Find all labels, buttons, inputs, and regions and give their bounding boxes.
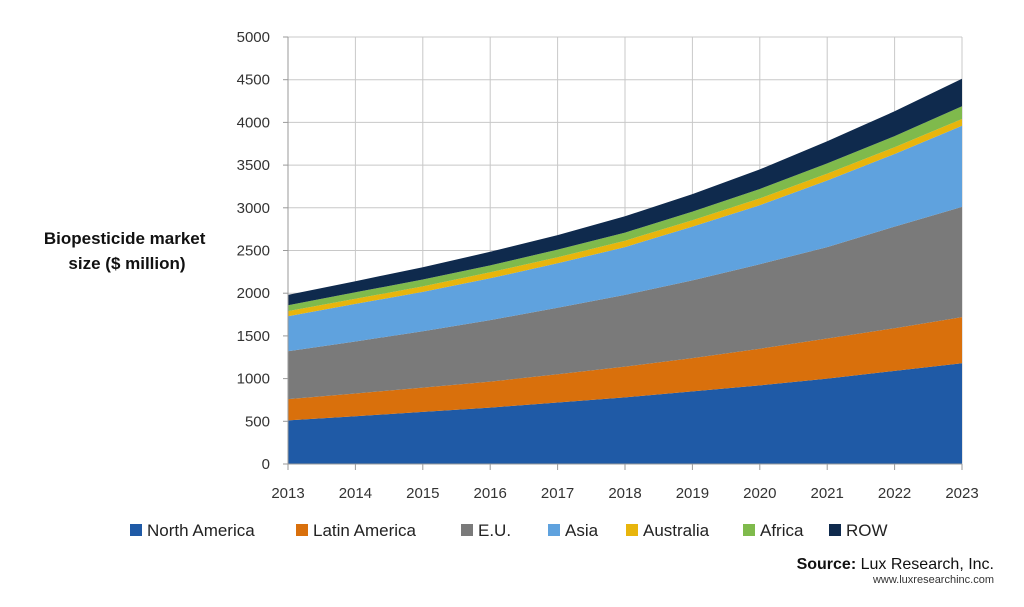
legend-label: Latin America xyxy=(313,521,417,540)
legend-item-row: ROW xyxy=(829,521,888,540)
area-row xyxy=(288,78,962,306)
legend-label: ROW xyxy=(846,521,888,540)
legend-label: North America xyxy=(147,521,255,540)
x-tick-label: 2022 xyxy=(878,485,911,502)
y-tick-label: 3000 xyxy=(237,200,270,217)
legend-label: Australia xyxy=(643,521,710,540)
x-tick-label: 2015 xyxy=(406,485,439,502)
x-tick-label: 2016 xyxy=(474,485,507,502)
source-credit: Source: Lux Research, Inc. www.luxresear… xyxy=(797,556,994,587)
area-e-u xyxy=(288,206,962,400)
legend-label: Africa xyxy=(760,521,804,540)
y-tick-label: 0 xyxy=(262,456,270,473)
x-tick-label: 2014 xyxy=(339,485,372,502)
legend-swatch xyxy=(829,524,841,536)
legend-swatch xyxy=(626,524,638,536)
legend: North America Latin America E.U. Asia Austra… xyxy=(130,521,888,540)
y-tick-label: 1000 xyxy=(237,371,270,388)
x-tick-label: 2021 xyxy=(811,485,844,502)
y-axis-label-line-1: Biopesticide market xyxy=(44,229,206,248)
y-axis-ticks: 0 500 1000 1500 2000 2500 3000 3500 4000 4500 5000 xyxy=(237,29,270,473)
source-name: Lux Research, Inc. xyxy=(856,556,994,573)
x-axis-ticks: 2013 2014 2015 2016 2017 2018 2019 2020 2021 2022… xyxy=(271,485,978,502)
area-asia xyxy=(288,125,962,352)
legend-item-e-u: E.U. xyxy=(461,521,511,540)
legend-item-latin-america: Latin America xyxy=(296,521,417,540)
y-axis-label-line-2: size ($ million) xyxy=(68,254,185,273)
x-tick-label: 2013 xyxy=(271,485,304,502)
x-tick-label: 2018 xyxy=(608,485,641,502)
x-tick-label: 2019 xyxy=(676,485,709,502)
legend-label: E.U. xyxy=(478,521,511,540)
area-north-america xyxy=(288,363,962,464)
axes xyxy=(283,36,963,470)
source-label: Source: xyxy=(796,556,857,573)
y-tick-label: 4000 xyxy=(237,114,270,131)
area-latin-america xyxy=(288,317,962,421)
legend-item-asia: Asia xyxy=(548,521,599,540)
legend-swatch xyxy=(461,524,473,536)
legend-item-africa: Africa xyxy=(743,521,804,540)
legend-swatch xyxy=(296,524,308,536)
y-tick-label: 2000 xyxy=(237,285,270,302)
x-tick-label: 2023 xyxy=(945,485,978,502)
y-tick-label: 2500 xyxy=(237,243,270,260)
area-series-group xyxy=(288,78,962,464)
y-axis-label: Biopesticide market size ($ million) xyxy=(44,229,210,273)
legend-item-north-america: North America xyxy=(130,521,255,540)
legend-label: Asia xyxy=(565,521,599,540)
legend-swatch xyxy=(548,524,560,536)
source-url: www.luxresearchinc.com xyxy=(872,574,994,587)
y-tick-label: 500 xyxy=(245,413,270,430)
y-tick-label: 4500 xyxy=(237,72,270,89)
legend-swatch xyxy=(743,524,755,536)
y-tick-label: 3500 xyxy=(237,157,270,174)
source-line: Source: Lux Research, Inc. xyxy=(797,556,994,574)
legend-swatch xyxy=(130,524,142,536)
y-tick-label: 1500 xyxy=(237,328,270,345)
legend-item-australia: Australia xyxy=(626,521,710,540)
y-tick-label: 5000 xyxy=(237,29,270,46)
x-tick-label: 2017 xyxy=(541,485,574,502)
x-tick-label: 2020 xyxy=(743,485,776,502)
